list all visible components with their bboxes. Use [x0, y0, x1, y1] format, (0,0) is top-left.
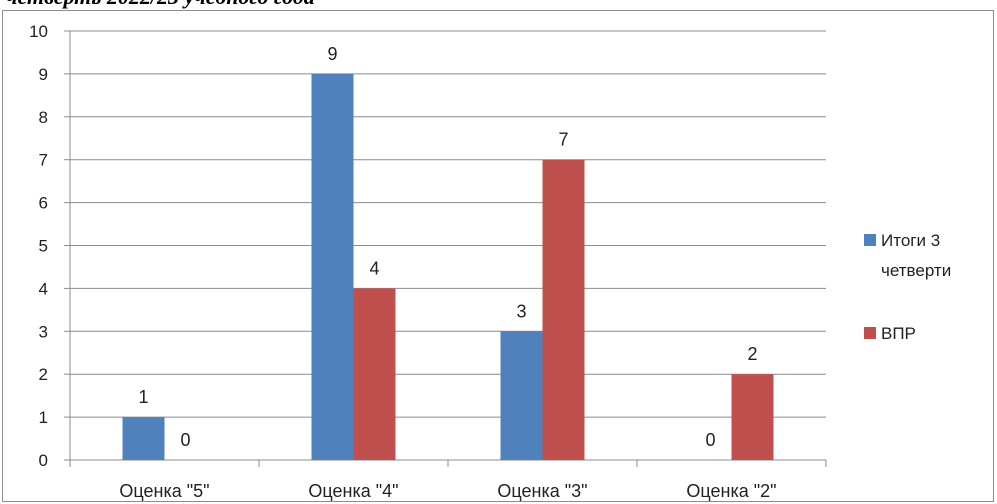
page-caption: четверть 2022/23 учебного года [6, 0, 315, 8]
bar-series1 [500, 331, 543, 460]
data-label: 7 [558, 130, 568, 150]
y-tick-label: 6 [39, 194, 48, 213]
y-tick-label: 4 [39, 279, 48, 298]
bar-series2 [353, 288, 396, 460]
y-tick-label: 9 [39, 65, 48, 84]
data-label: 9 [327, 44, 337, 64]
y-tick-label: 0 [39, 451, 48, 470]
x-category-label: Оценка "2" [686, 481, 776, 501]
data-label: 4 [369, 258, 379, 278]
y-tick-label: 8 [39, 108, 48, 127]
y-tick-label: 7 [39, 151, 48, 170]
legend-swatch [864, 327, 876, 339]
x-category-label: Оценка "4" [308, 481, 398, 501]
bar-series2 [731, 374, 774, 460]
y-tick-label: 10 [29, 22, 48, 41]
legend-swatch [864, 234, 876, 246]
bar-series1 [311, 73, 354, 461]
bar-series1 [122, 417, 165, 460]
legend-label: ВПР [881, 324, 916, 343]
chart-frame [2, 10, 994, 502]
data-label: 3 [516, 301, 526, 321]
data-label: 2 [747, 344, 757, 364]
y-tick-label: 3 [39, 322, 48, 341]
x-category-label: Оценка "3" [497, 481, 587, 501]
y-tick-label: 5 [39, 237, 48, 256]
legend-label: Итоги 3 [881, 231, 940, 250]
legend-label: четверти [881, 261, 951, 280]
data-label: 0 [180, 430, 190, 450]
data-label: 0 [705, 430, 715, 450]
x-category-label: Оценка "5" [119, 481, 209, 501]
bar-series2 [542, 159, 585, 460]
y-tick-label: 1 [39, 408, 48, 427]
data-label: 1 [138, 387, 148, 407]
y-tick-label: 2 [39, 365, 48, 384]
